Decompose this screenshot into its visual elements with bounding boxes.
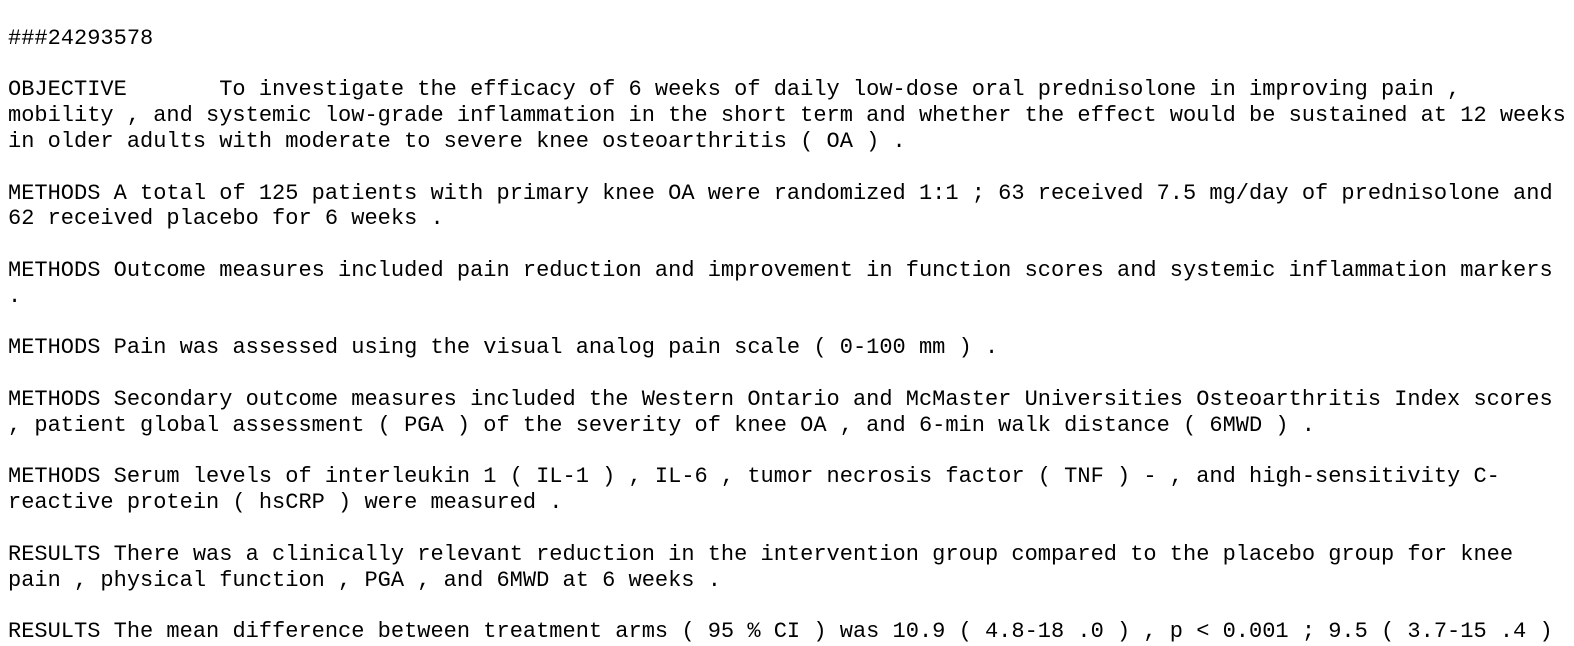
label: RESULTS (8, 619, 101, 645)
sentence: METHODS Serum levels of interleukin 1 ( … (8, 464, 1566, 516)
text: To investigate the efficacy of 6 weeks o… (8, 77, 1566, 154)
text: Serum levels of interleukin 1 ( IL-1 ) ,… (8, 464, 1500, 516)
label: METHODS (8, 180, 101, 206)
label: METHODS (8, 335, 101, 361)
sentence: OBJECTIVE To investigate the efficacy of… (8, 77, 1566, 154)
text: A total of 125 patients with primary kne… (8, 180, 1566, 232)
sentence: METHODS A total of 125 patients with pri… (8, 181, 1566, 233)
text: Secondary outcome measures included the … (8, 386, 1566, 438)
sentence: RESULTS There was a clinically relevant … (8, 542, 1566, 594)
text: Pain was assessed using the visual analo… (113, 335, 999, 361)
sentence: METHODS Outcome measures included pain r… (8, 258, 1566, 310)
sentence: METHODS Pain was assessed using the visu… (8, 335, 1566, 361)
label: OBJECTIVE (8, 77, 127, 103)
text: Outcome measures included pain reduction… (8, 257, 1566, 309)
sentence: METHODS Secondary outcome measures inclu… (8, 387, 1566, 439)
sentence: RESULTS The mean difference between trea… (8, 619, 1566, 646)
label: RESULTS (8, 541, 101, 567)
text: There was a clinically relevant reductio… (8, 541, 1527, 593)
label: METHODS (8, 257, 101, 283)
text: The mean difference between treatment ar… (8, 619, 1553, 646)
header-id: ###24293578 (8, 25, 154, 51)
label: METHODS (8, 464, 101, 490)
label: METHODS (8, 386, 101, 412)
